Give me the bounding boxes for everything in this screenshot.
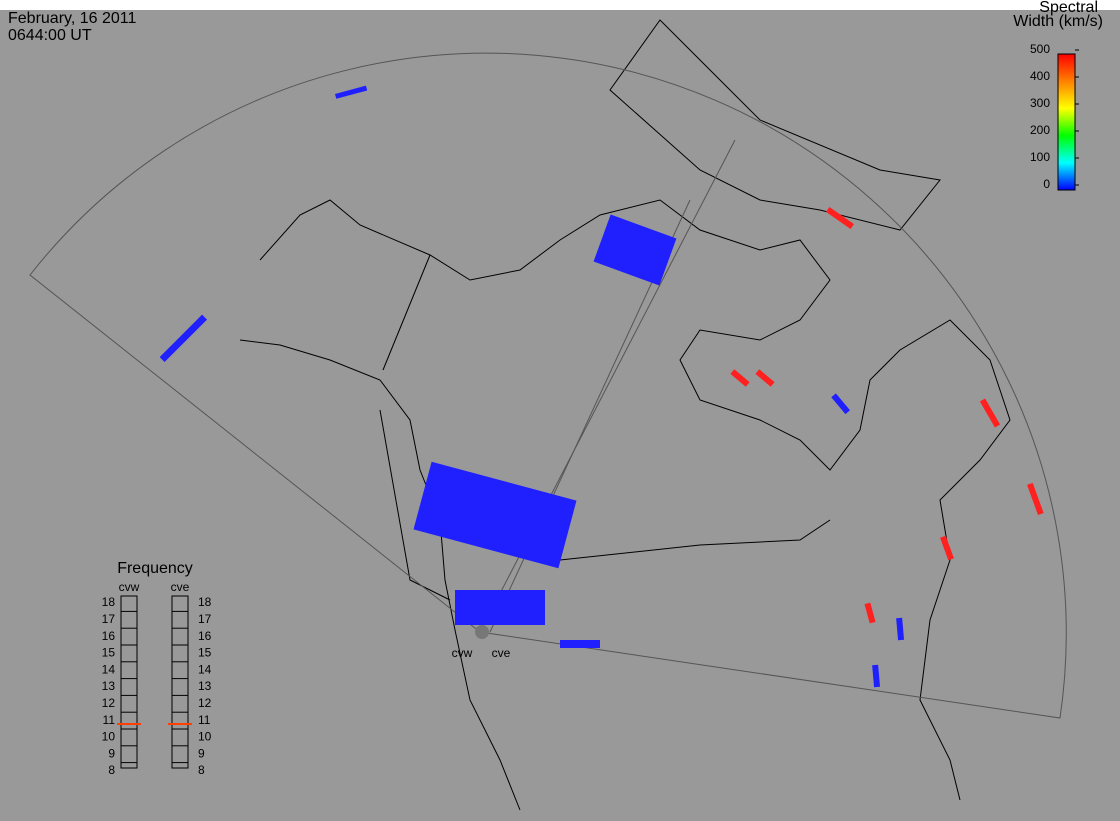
frequency-tick-label: 12	[198, 696, 212, 710]
colorbar-tick-label: 500	[1030, 42, 1050, 56]
frequency-tick-label: 15	[102, 646, 116, 660]
frequency-tick-label: 12	[102, 696, 116, 710]
frequency-tick-label: 18	[198, 595, 212, 609]
colorbar-tick-label: 300	[1030, 96, 1050, 110]
frequency-title: Frequency	[117, 560, 193, 577]
frequency-tick-label: 16	[198, 629, 212, 643]
colorbar-tick-label: 100	[1030, 150, 1050, 164]
colorbar	[1057, 53, 1076, 191]
colorbar-title: Width (km/s)	[1013, 13, 1103, 30]
colorbar-tick-label: 400	[1030, 69, 1050, 83]
frequency-tick-label: 13	[198, 679, 212, 693]
frequency-box	[171, 595, 189, 769]
frequency-tick-label: 17	[198, 612, 212, 626]
frequency-tick-label: 11	[103, 713, 116, 727]
background	[0, 10, 1120, 821]
frequency-tick-label: 8	[108, 763, 115, 777]
colorbar-tick-label: 0	[1043, 177, 1050, 191]
frequency-tick-label: 17	[102, 612, 116, 626]
frequency-tick-label: 9	[108, 746, 115, 760]
colorbar-title: Spectral	[1039, 0, 1098, 16]
frequency-tick-label: 10	[102, 730, 116, 744]
frequency-tick-label: 8	[198, 763, 205, 777]
radar-name: cve	[171, 580, 190, 594]
frequency-tick-label: 9	[198, 746, 205, 760]
frequency-tick-label: 14	[102, 662, 116, 676]
radar-site	[475, 625, 489, 639]
site-label: cvw	[452, 646, 473, 660]
frequency-tick-label: 18	[102, 595, 116, 609]
colorbar-tick-label: 200	[1030, 123, 1050, 137]
radar-name: cvw	[119, 580, 140, 594]
frequency-tick-label: 14	[198, 662, 212, 676]
echoes	[159, 85, 1044, 688]
frequency-tick-label: 16	[102, 629, 116, 643]
site-label: cve	[492, 646, 511, 660]
frequency-box	[120, 595, 138, 769]
frequency-tick-label: 10	[198, 730, 212, 744]
time: 0644:00 UT	[8, 27, 92, 44]
coastlines	[239, 19, 1011, 811]
frequency-tick-label: 15	[198, 646, 212, 660]
frequency-tick-label: 13	[102, 679, 116, 693]
frequency-tick-label: 11	[198, 713, 211, 727]
date: February, 16 2011	[8, 10, 136, 27]
